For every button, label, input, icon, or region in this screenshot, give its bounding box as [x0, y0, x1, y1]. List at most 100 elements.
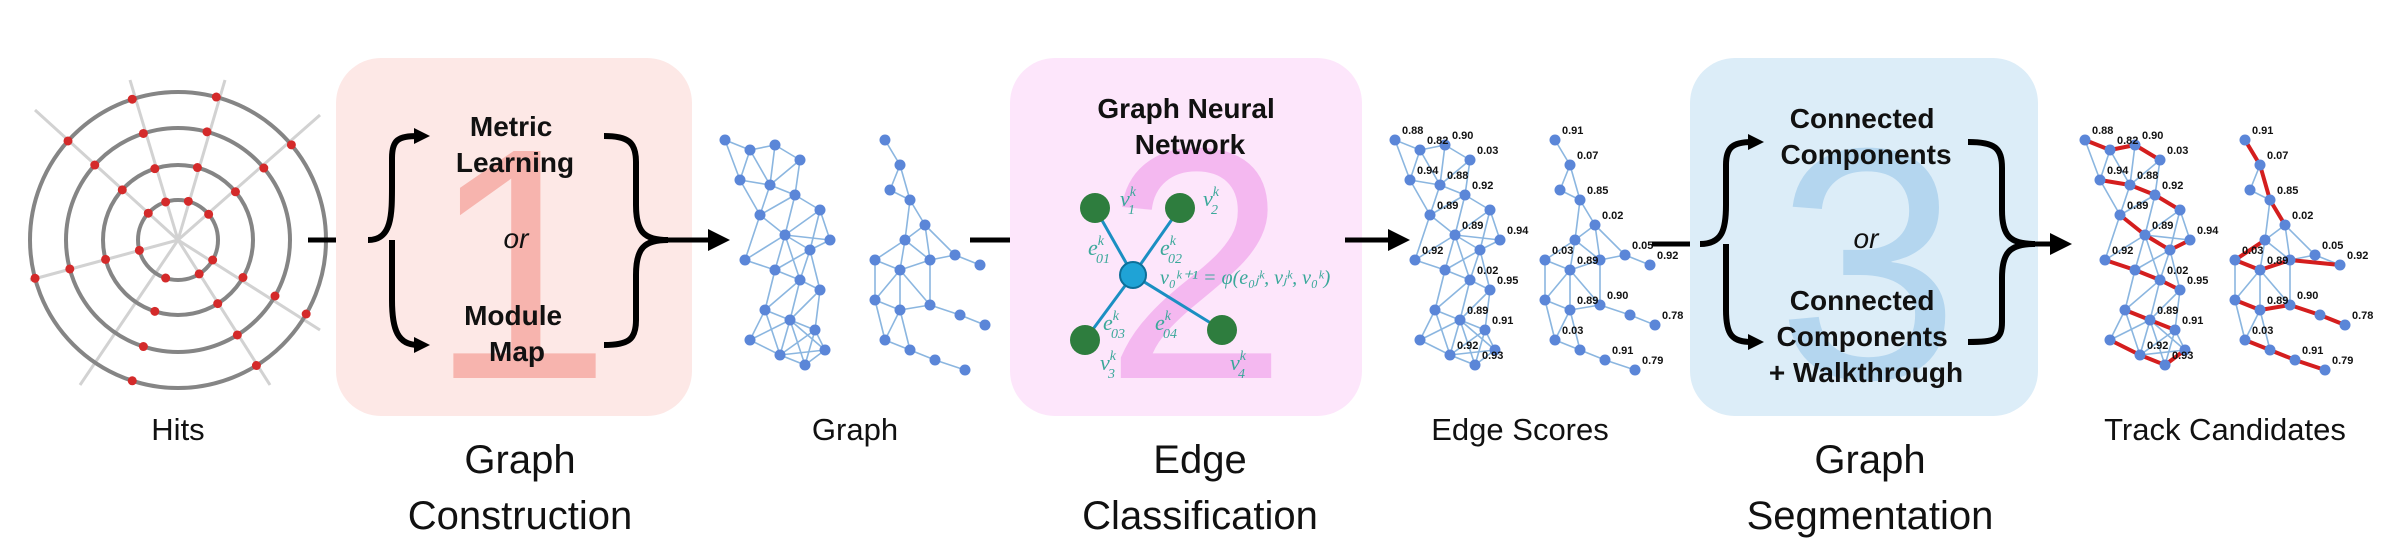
edge-score: 0.92 — [1657, 250, 1678, 262]
network-edge — [2109, 309, 2126, 341]
hit-dot — [211, 92, 221, 102]
network-node — [2149, 189, 2161, 201]
network-edge — [2169, 249, 2181, 291]
network-node — [879, 134, 891, 146]
network-node — [1439, 139, 1451, 151]
network-node — [759, 304, 771, 316]
edge-score: 0.79 — [1642, 355, 1663, 367]
network-edge — [874, 299, 886, 341]
edge-score: 0.93 — [1482, 350, 1503, 362]
network-edge — [2084, 139, 2101, 181]
hit-dot — [150, 164, 160, 174]
network-node — [1564, 264, 1576, 276]
network-edge — [1554, 309, 1571, 341]
network-edge — [1449, 319, 1461, 356]
construction-brace-left — [367, 133, 419, 348]
network-edge — [1434, 269, 1446, 311]
edge-score: 0.91 — [1492, 315, 1513, 327]
network-edge — [1464, 159, 1471, 196]
graph-construction-number: 1 — [428, 79, 612, 448]
network-edge — [1459, 279, 1471, 321]
network-node — [1434, 179, 1446, 191]
network-edge — [1419, 149, 1441, 186]
network-edge — [1454, 194, 1466, 236]
network-node — [894, 304, 906, 316]
network-edge — [784, 194, 796, 236]
network-edge — [744, 214, 761, 261]
edge-score: 0.91 — [1612, 345, 1633, 357]
network-node — [1494, 234, 1506, 246]
edge-score: 0.78 — [2352, 310, 2373, 322]
network-node — [744, 334, 756, 346]
network-edge — [759, 194, 796, 216]
network-edge — [764, 269, 776, 311]
network-node — [2144, 314, 2156, 326]
hit-dot — [270, 291, 280, 301]
network-node — [1549, 334, 1561, 346]
network-node — [1484, 284, 1496, 296]
hit-dot — [127, 94, 137, 104]
network-node — [1409, 254, 1421, 266]
network-edge — [1434, 279, 1471, 311]
network-edge — [1419, 319, 1461, 341]
network-edge — [769, 144, 776, 186]
edge-score: 0.89 — [1437, 200, 1458, 212]
network-node — [819, 344, 831, 356]
network-node — [979, 319, 991, 331]
hits-detector-drawing — [28, 79, 328, 390]
network-node — [1539, 254, 1551, 266]
hit-dot — [208, 255, 218, 265]
network-node — [1489, 344, 1501, 356]
gnn-node-v4 — [1207, 315, 1237, 345]
network-node — [1464, 274, 1476, 286]
edge-score: 0.79 — [2332, 355, 2353, 367]
network-node — [2289, 354, 2301, 366]
network-edge — [764, 279, 801, 311]
hit-dot — [213, 299, 223, 309]
network-edge — [2104, 234, 2146, 261]
network-node — [949, 249, 961, 261]
svg-text:vk2: vk 2 — [1203, 185, 1220, 218]
edge-score: 0.89 — [2267, 255, 2288, 267]
edge-score: 0.82 — [1427, 135, 1448, 147]
arrow-construction-to-graph-head — [708, 229, 730, 251]
edge-score: 0.92 — [1457, 340, 1478, 352]
graph-segmentation-panel — [1690, 58, 2038, 416]
network-edge — [2129, 144, 2136, 186]
hit-dot — [232, 330, 242, 340]
network-edge — [2139, 329, 2176, 356]
network-node — [739, 254, 751, 266]
network-node — [959, 364, 971, 376]
edge-score: 0.89 — [2267, 295, 2288, 307]
network-node — [779, 229, 791, 241]
segmentation-or-label: or — [1854, 223, 1881, 254]
network-edge — [1594, 224, 1601, 261]
construction-arrow-bottom — [414, 337, 430, 353]
network-edge — [1419, 339, 1451, 356]
network-node — [2139, 229, 2151, 241]
network-edge — [2109, 319, 2151, 341]
hit-dot — [286, 140, 296, 150]
network-nodes — [2079, 134, 2351, 376]
network-edge — [1569, 269, 1601, 306]
edge-score: 0.03 — [1477, 145, 1498, 157]
network-edge — [779, 329, 816, 356]
arrow-gnn-to-scores-head — [1388, 229, 1410, 251]
network-edge — [789, 279, 801, 321]
network-node — [929, 354, 941, 366]
edge-score: 0.07 — [1577, 150, 1598, 162]
network-node — [2104, 334, 2116, 346]
network-node — [2229, 294, 2241, 306]
gnn-update-equation: v₀ᵏ⁺¹ = φ(e₀ⱼᵏ, vⱼᵏ, v₀ᵏ) — [1160, 267, 1331, 289]
hit-dot — [101, 254, 111, 264]
hit-dot — [90, 160, 100, 170]
svg-text:vk4: vk 4 — [1230, 349, 1247, 382]
network-node — [1619, 249, 1631, 261]
network-node — [1629, 364, 1641, 376]
network-node — [2094, 174, 2106, 186]
network-node — [2254, 159, 2266, 171]
edge-score: 0.92 — [1422, 245, 1443, 257]
edge-score: 0.02 — [2292, 210, 2313, 222]
network-edge — [2259, 309, 2271, 351]
